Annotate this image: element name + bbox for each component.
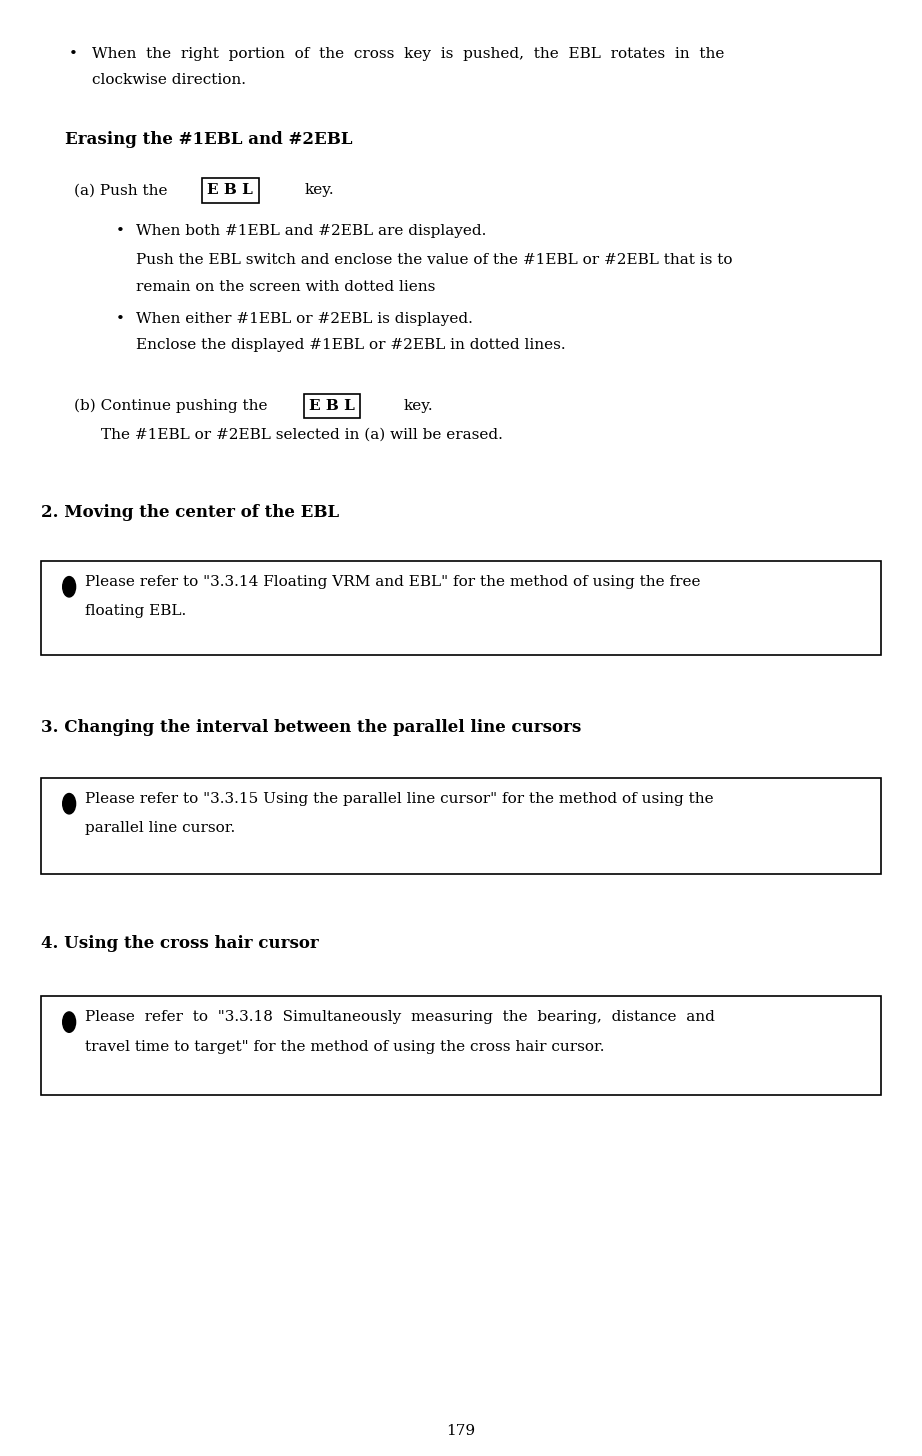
Text: floating EBL.: floating EBL. [85,604,186,619]
Text: •: • [115,312,124,326]
FancyBboxPatch shape [41,996,881,1095]
FancyBboxPatch shape [41,778,881,874]
Text: Push the EBL switch and enclose the value of the #1EBL or #2EBL that is to: Push the EBL switch and enclose the valu… [136,253,733,268]
Text: Please refer to "3.3.15 Using the parallel line cursor" for the method of using : Please refer to "3.3.15 Using the parall… [85,792,714,807]
Text: 2. Moving the center of the EBL: 2. Moving the center of the EBL [41,504,339,521]
Text: E B L: E B L [207,183,254,198]
FancyBboxPatch shape [41,561,881,655]
Text: •: • [115,224,124,239]
Text: 3. Changing the interval between the parallel line cursors: 3. Changing the interval between the par… [41,719,582,737]
Circle shape [63,577,76,597]
Text: travel time to target" for the method of using the cross hair cursor.: travel time to target" for the method of… [85,1040,604,1054]
Text: When either #1EBL or #2EBL is displayed.: When either #1EBL or #2EBL is displayed. [136,312,473,326]
Text: Erasing the #1EBL and #2EBL: Erasing the #1EBL and #2EBL [65,131,352,149]
Text: parallel line cursor.: parallel line cursor. [85,821,235,836]
Text: remain on the screen with dotted liens: remain on the screen with dotted liens [136,280,436,294]
Text: 179: 179 [446,1424,476,1439]
Circle shape [63,1012,76,1032]
Text: (a) Push the: (a) Push the [74,183,167,198]
Text: key.: key. [404,399,433,414]
Text: Please  refer  to  "3.3.18  Simultaneously  measuring  the  bearing,  distance  : Please refer to "3.3.18 Simultaneously m… [85,1010,715,1025]
Text: Please refer to "3.3.14 Floating VRM and EBL" for the method of using the free: Please refer to "3.3.14 Floating VRM and… [85,575,701,590]
Text: •: • [69,47,78,61]
Text: (b) Continue pushing the: (b) Continue pushing the [74,399,267,414]
Text: E B L: E B L [309,399,355,414]
Text: The #1EBL or #2EBL selected in (a) will be erased.: The #1EBL or #2EBL selected in (a) will … [101,428,503,443]
Text: When  the  right  portion  of  the  cross  key  is  pushed,  the  EBL  rotates  : When the right portion of the cross key … [92,47,725,61]
Text: Enclose the displayed #1EBL or #2EBL in dotted lines.: Enclose the displayed #1EBL or #2EBL in … [136,338,566,352]
Circle shape [63,794,76,814]
Text: key.: key. [304,183,334,198]
Text: 4. Using the cross hair cursor: 4. Using the cross hair cursor [41,935,319,952]
Text: clockwise direction.: clockwise direction. [92,73,246,87]
Text: When both #1EBL and #2EBL are displayed.: When both #1EBL and #2EBL are displayed. [136,224,487,239]
